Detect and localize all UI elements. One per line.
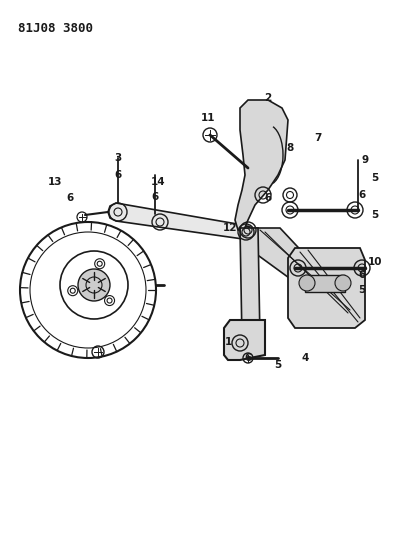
Text: 1: 1 — [224, 337, 232, 347]
Text: 81J08 3800: 81J08 3800 — [18, 22, 93, 35]
Text: 14: 14 — [151, 177, 165, 187]
Text: 6: 6 — [151, 192, 159, 202]
Circle shape — [78, 269, 110, 301]
Polygon shape — [240, 228, 260, 340]
Text: 5: 5 — [358, 285, 366, 295]
Text: 5: 5 — [371, 210, 379, 220]
Text: 3: 3 — [114, 153, 122, 163]
Polygon shape — [305, 275, 345, 292]
Polygon shape — [108, 203, 251, 239]
Polygon shape — [288, 248, 365, 328]
Text: 7: 7 — [314, 133, 322, 143]
Text: 8: 8 — [286, 143, 294, 153]
Text: 5: 5 — [371, 173, 379, 183]
Text: 6: 6 — [244, 353, 252, 363]
Text: 6: 6 — [358, 270, 366, 280]
Text: 6: 6 — [358, 190, 366, 200]
Text: 4: 4 — [301, 353, 309, 363]
Text: 6: 6 — [66, 193, 74, 203]
Polygon shape — [244, 228, 355, 315]
Text: 6: 6 — [114, 170, 122, 180]
Text: 13: 13 — [48, 177, 62, 187]
Circle shape — [299, 275, 315, 291]
Text: 11: 11 — [201, 113, 215, 123]
Text: 5: 5 — [274, 360, 281, 370]
Text: 6: 6 — [264, 193, 272, 203]
Polygon shape — [224, 320, 265, 360]
Text: 10: 10 — [368, 257, 382, 267]
Polygon shape — [235, 100, 288, 230]
Text: 9: 9 — [361, 155, 369, 165]
Text: 12: 12 — [223, 223, 237, 233]
Circle shape — [335, 275, 351, 291]
Text: 2: 2 — [264, 93, 272, 103]
